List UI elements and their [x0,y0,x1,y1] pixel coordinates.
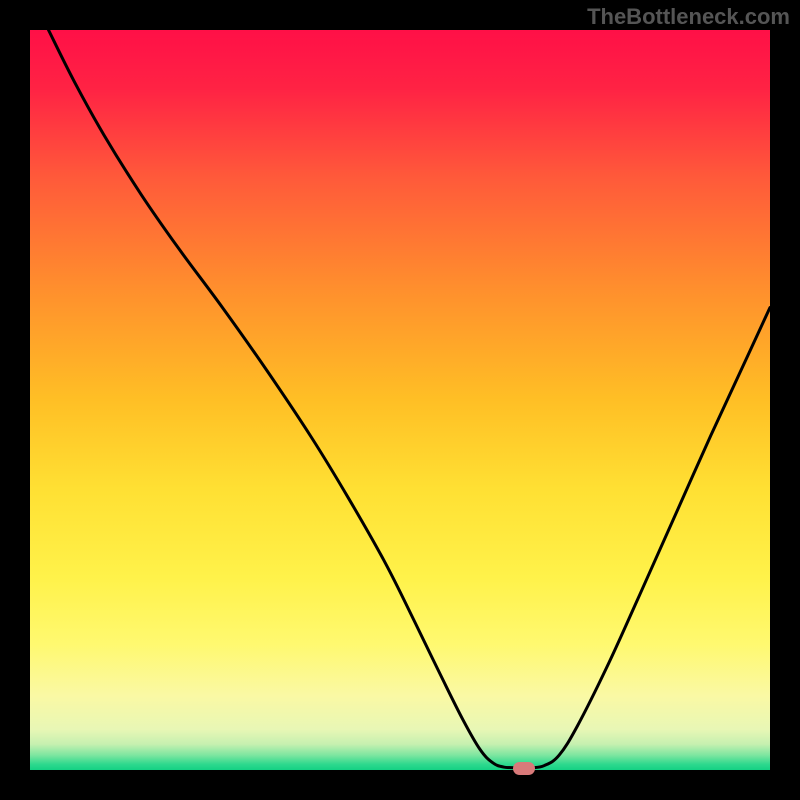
plot-svg [30,30,770,770]
chart-container: TheBottleneck.com [0,0,800,800]
plot-area [30,30,770,770]
watermark-text: TheBottleneck.com [587,4,790,30]
optimum-marker [513,762,535,775]
gradient-background [30,30,770,770]
